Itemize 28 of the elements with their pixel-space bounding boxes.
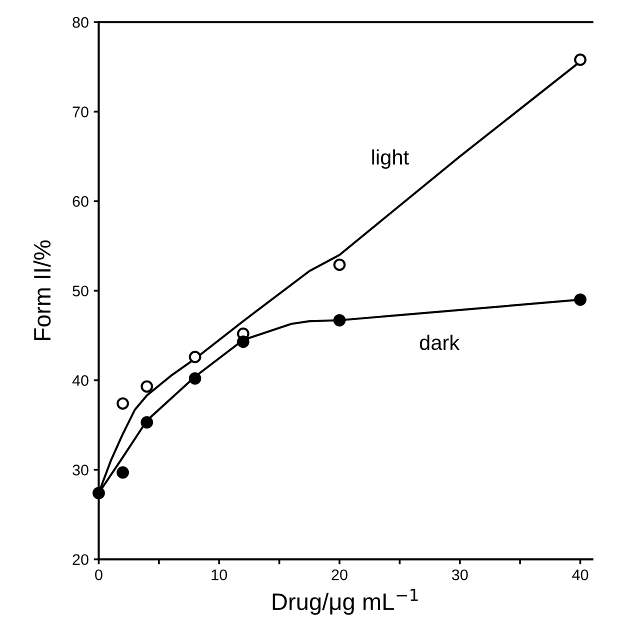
point bbox=[116, 397, 129, 410]
y-tick-label: 30 bbox=[72, 464, 88, 476]
point bbox=[188, 372, 202, 385]
x-tick-label: 30 bbox=[452, 569, 468, 580]
annotation: light bbox=[372, 149, 409, 169]
y-tick-label: 40 bbox=[72, 375, 88, 386]
y-tick-label: 20 bbox=[72, 554, 88, 566]
point bbox=[236, 336, 250, 348]
x-axis-title: Drug/μg mL$^{−1}$ bbox=[272, 588, 418, 615]
y-tick-label: 80 bbox=[72, 16, 88, 28]
x-tick-label: 10 bbox=[212, 569, 228, 580]
point bbox=[188, 350, 202, 364]
point bbox=[574, 293, 586, 306]
x-tick-label: 0 bbox=[95, 569, 102, 580]
point bbox=[333, 258, 346, 271]
y-tick-label: 70 bbox=[72, 106, 88, 118]
y-tick-label: 50 bbox=[72, 286, 88, 296]
y-tick-label: 60 bbox=[72, 196, 88, 207]
point bbox=[140, 416, 154, 429]
point bbox=[92, 486, 105, 500]
point bbox=[140, 380, 154, 393]
y-axis-title: Form II/% bbox=[33, 240, 51, 340]
x-tick-label: 20 bbox=[332, 569, 348, 580]
annotation: dark bbox=[420, 334, 460, 350]
x-tick-label: 40 bbox=[572, 569, 588, 580]
point bbox=[333, 314, 346, 326]
point bbox=[116, 466, 129, 479]
point bbox=[574, 54, 586, 66]
